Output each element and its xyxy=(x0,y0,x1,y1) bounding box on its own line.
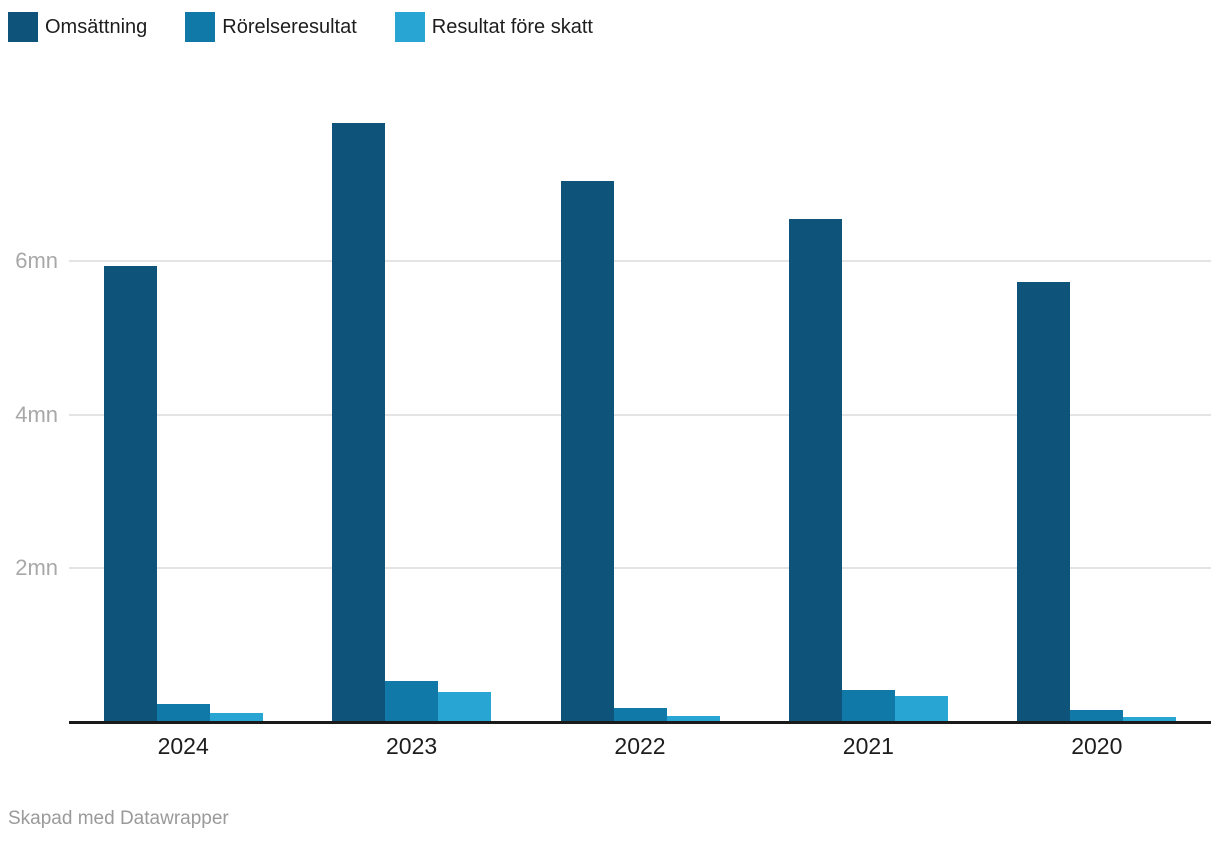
y-tick-label-6mn: 6mn xyxy=(15,248,58,274)
bar-resultat-fore-skatt-2021 xyxy=(894,696,948,721)
bar-resultat-fore-skatt-2023 xyxy=(438,691,492,721)
bar-rorelseresultat-2022 xyxy=(613,707,667,721)
bar-omsattning-2024 xyxy=(103,265,157,721)
legend-item-rorelseresultat: Rörelseresultat xyxy=(185,12,357,42)
bar-resultat-fore-skatt-2024 xyxy=(209,712,263,721)
legend-label: Omsättning xyxy=(45,16,148,38)
x-axis-line xyxy=(69,721,1211,724)
gridline-2mn xyxy=(69,566,1211,569)
legend-item-omsattning: Omsättning xyxy=(8,12,147,42)
bar-omsattning-2020 xyxy=(1017,282,1071,721)
legend-swatch-square-icon xyxy=(394,12,425,42)
legend-label: Rörelseresultat xyxy=(222,16,357,38)
legend-item-resultat-fore-skatt: Resultat före skatt xyxy=(394,12,593,42)
x-tick-label-2024: 2024 xyxy=(157,733,209,759)
x-tick-label-2022: 2022 xyxy=(614,733,666,759)
bar-resultat-fore-skatt-2020 xyxy=(1123,717,1177,721)
x-tick-label-2021: 2021 xyxy=(842,733,894,759)
bar-omsattning-2022 xyxy=(560,180,614,721)
bar-omsattning-2021 xyxy=(788,219,842,721)
legend-swatch-square-icon xyxy=(185,12,216,42)
legend-label: Resultat före skatt xyxy=(431,16,593,38)
x-tick-label-2020: 2020 xyxy=(1071,733,1123,759)
bar-rorelseresultat-2020 xyxy=(1070,710,1124,721)
bar-rorelseresultat-2024 xyxy=(156,704,210,721)
datawrapper-credit: Skapad med Datawrapper xyxy=(8,808,229,829)
bar-rorelseresultat-2021 xyxy=(841,689,895,721)
y-tick-label-4mn: 4mn xyxy=(15,401,58,427)
y-tick-label-2mn: 2mn xyxy=(15,554,58,580)
bar-omsattning-2023 xyxy=(332,122,386,721)
gridline-4mn xyxy=(69,413,1211,416)
bar-rorelseresultat-2023 xyxy=(385,681,439,721)
x-tick-label-2023: 2023 xyxy=(386,733,438,759)
gridline-6mn xyxy=(69,260,1211,263)
legend: Omsättning Rörelseresultat Resultat före… xyxy=(8,12,593,42)
legend-swatch-square-icon xyxy=(8,12,38,42)
bar-resultat-fore-skatt-2022 xyxy=(666,715,720,721)
